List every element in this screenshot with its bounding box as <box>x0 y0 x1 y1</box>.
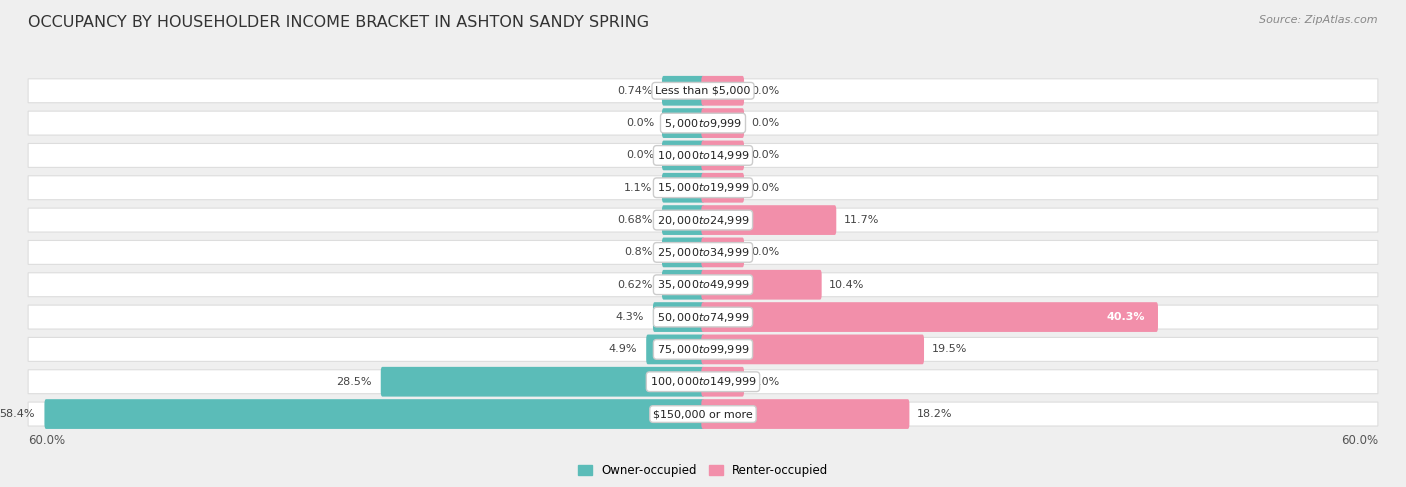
FancyBboxPatch shape <box>702 270 821 300</box>
FancyBboxPatch shape <box>652 302 704 332</box>
Text: 60.0%: 60.0% <box>1341 434 1378 447</box>
Text: 58.4%: 58.4% <box>0 409 35 419</box>
Text: $75,000 to $99,999: $75,000 to $99,999 <box>657 343 749 356</box>
FancyBboxPatch shape <box>662 76 704 106</box>
Text: $150,000 or more: $150,000 or more <box>654 409 752 419</box>
FancyBboxPatch shape <box>28 111 1378 135</box>
Text: Less than $5,000: Less than $5,000 <box>655 86 751 96</box>
Text: 10.4%: 10.4% <box>830 280 865 290</box>
FancyBboxPatch shape <box>28 208 1378 232</box>
FancyBboxPatch shape <box>702 367 744 396</box>
Text: 19.5%: 19.5% <box>931 344 967 355</box>
FancyBboxPatch shape <box>662 238 704 267</box>
FancyBboxPatch shape <box>28 176 1378 200</box>
Text: $100,000 to $149,999: $100,000 to $149,999 <box>650 375 756 388</box>
Text: 1.1%: 1.1% <box>624 183 652 193</box>
Legend: Owner-occupied, Renter-occupied: Owner-occupied, Renter-occupied <box>572 459 834 482</box>
Text: $20,000 to $24,999: $20,000 to $24,999 <box>657 214 749 226</box>
FancyBboxPatch shape <box>28 273 1378 297</box>
FancyBboxPatch shape <box>28 305 1378 329</box>
Text: 0.62%: 0.62% <box>617 280 652 290</box>
FancyBboxPatch shape <box>702 76 744 106</box>
Text: $25,000 to $34,999: $25,000 to $34,999 <box>657 246 749 259</box>
FancyBboxPatch shape <box>45 399 704 429</box>
Text: $35,000 to $49,999: $35,000 to $49,999 <box>657 278 749 291</box>
FancyBboxPatch shape <box>702 141 744 170</box>
Text: 0.68%: 0.68% <box>617 215 652 225</box>
Text: 0.0%: 0.0% <box>751 150 779 160</box>
Text: $50,000 to $74,999: $50,000 to $74,999 <box>657 311 749 323</box>
FancyBboxPatch shape <box>702 399 910 429</box>
FancyBboxPatch shape <box>702 238 744 267</box>
Text: $5,000 to $9,999: $5,000 to $9,999 <box>664 116 742 130</box>
Text: 18.2%: 18.2% <box>917 409 952 419</box>
FancyBboxPatch shape <box>28 337 1378 361</box>
Text: Source: ZipAtlas.com: Source: ZipAtlas.com <box>1260 15 1378 25</box>
FancyBboxPatch shape <box>28 241 1378 264</box>
Text: 0.0%: 0.0% <box>627 150 655 160</box>
FancyBboxPatch shape <box>702 302 1159 332</box>
Text: 4.3%: 4.3% <box>614 312 644 322</box>
Text: 0.0%: 0.0% <box>751 118 779 128</box>
FancyBboxPatch shape <box>381 367 704 396</box>
FancyBboxPatch shape <box>662 108 704 138</box>
FancyBboxPatch shape <box>662 270 704 300</box>
Text: 60.0%: 60.0% <box>28 434 65 447</box>
Text: 0.0%: 0.0% <box>751 86 779 96</box>
FancyBboxPatch shape <box>647 335 704 364</box>
Text: 0.0%: 0.0% <box>751 247 779 258</box>
FancyBboxPatch shape <box>28 370 1378 393</box>
FancyBboxPatch shape <box>662 173 704 203</box>
Text: $10,000 to $14,999: $10,000 to $14,999 <box>657 149 749 162</box>
Text: 28.5%: 28.5% <box>336 377 371 387</box>
FancyBboxPatch shape <box>702 108 744 138</box>
Text: 0.0%: 0.0% <box>627 118 655 128</box>
Text: 0.0%: 0.0% <box>751 183 779 193</box>
FancyBboxPatch shape <box>28 79 1378 103</box>
FancyBboxPatch shape <box>702 335 924 364</box>
Text: 40.3%: 40.3% <box>1107 312 1144 322</box>
Text: $15,000 to $19,999: $15,000 to $19,999 <box>657 181 749 194</box>
FancyBboxPatch shape <box>702 173 744 203</box>
FancyBboxPatch shape <box>662 141 704 170</box>
Text: 0.0%: 0.0% <box>751 377 779 387</box>
Text: OCCUPANCY BY HOUSEHOLDER INCOME BRACKET IN ASHTON SANDY SPRING: OCCUPANCY BY HOUSEHOLDER INCOME BRACKET … <box>28 15 650 30</box>
FancyBboxPatch shape <box>28 402 1378 426</box>
Text: 0.8%: 0.8% <box>624 247 652 258</box>
Text: 4.9%: 4.9% <box>609 344 637 355</box>
FancyBboxPatch shape <box>702 205 837 235</box>
FancyBboxPatch shape <box>28 144 1378 168</box>
FancyBboxPatch shape <box>662 205 704 235</box>
Text: 0.74%: 0.74% <box>617 86 652 96</box>
Text: 11.7%: 11.7% <box>844 215 879 225</box>
